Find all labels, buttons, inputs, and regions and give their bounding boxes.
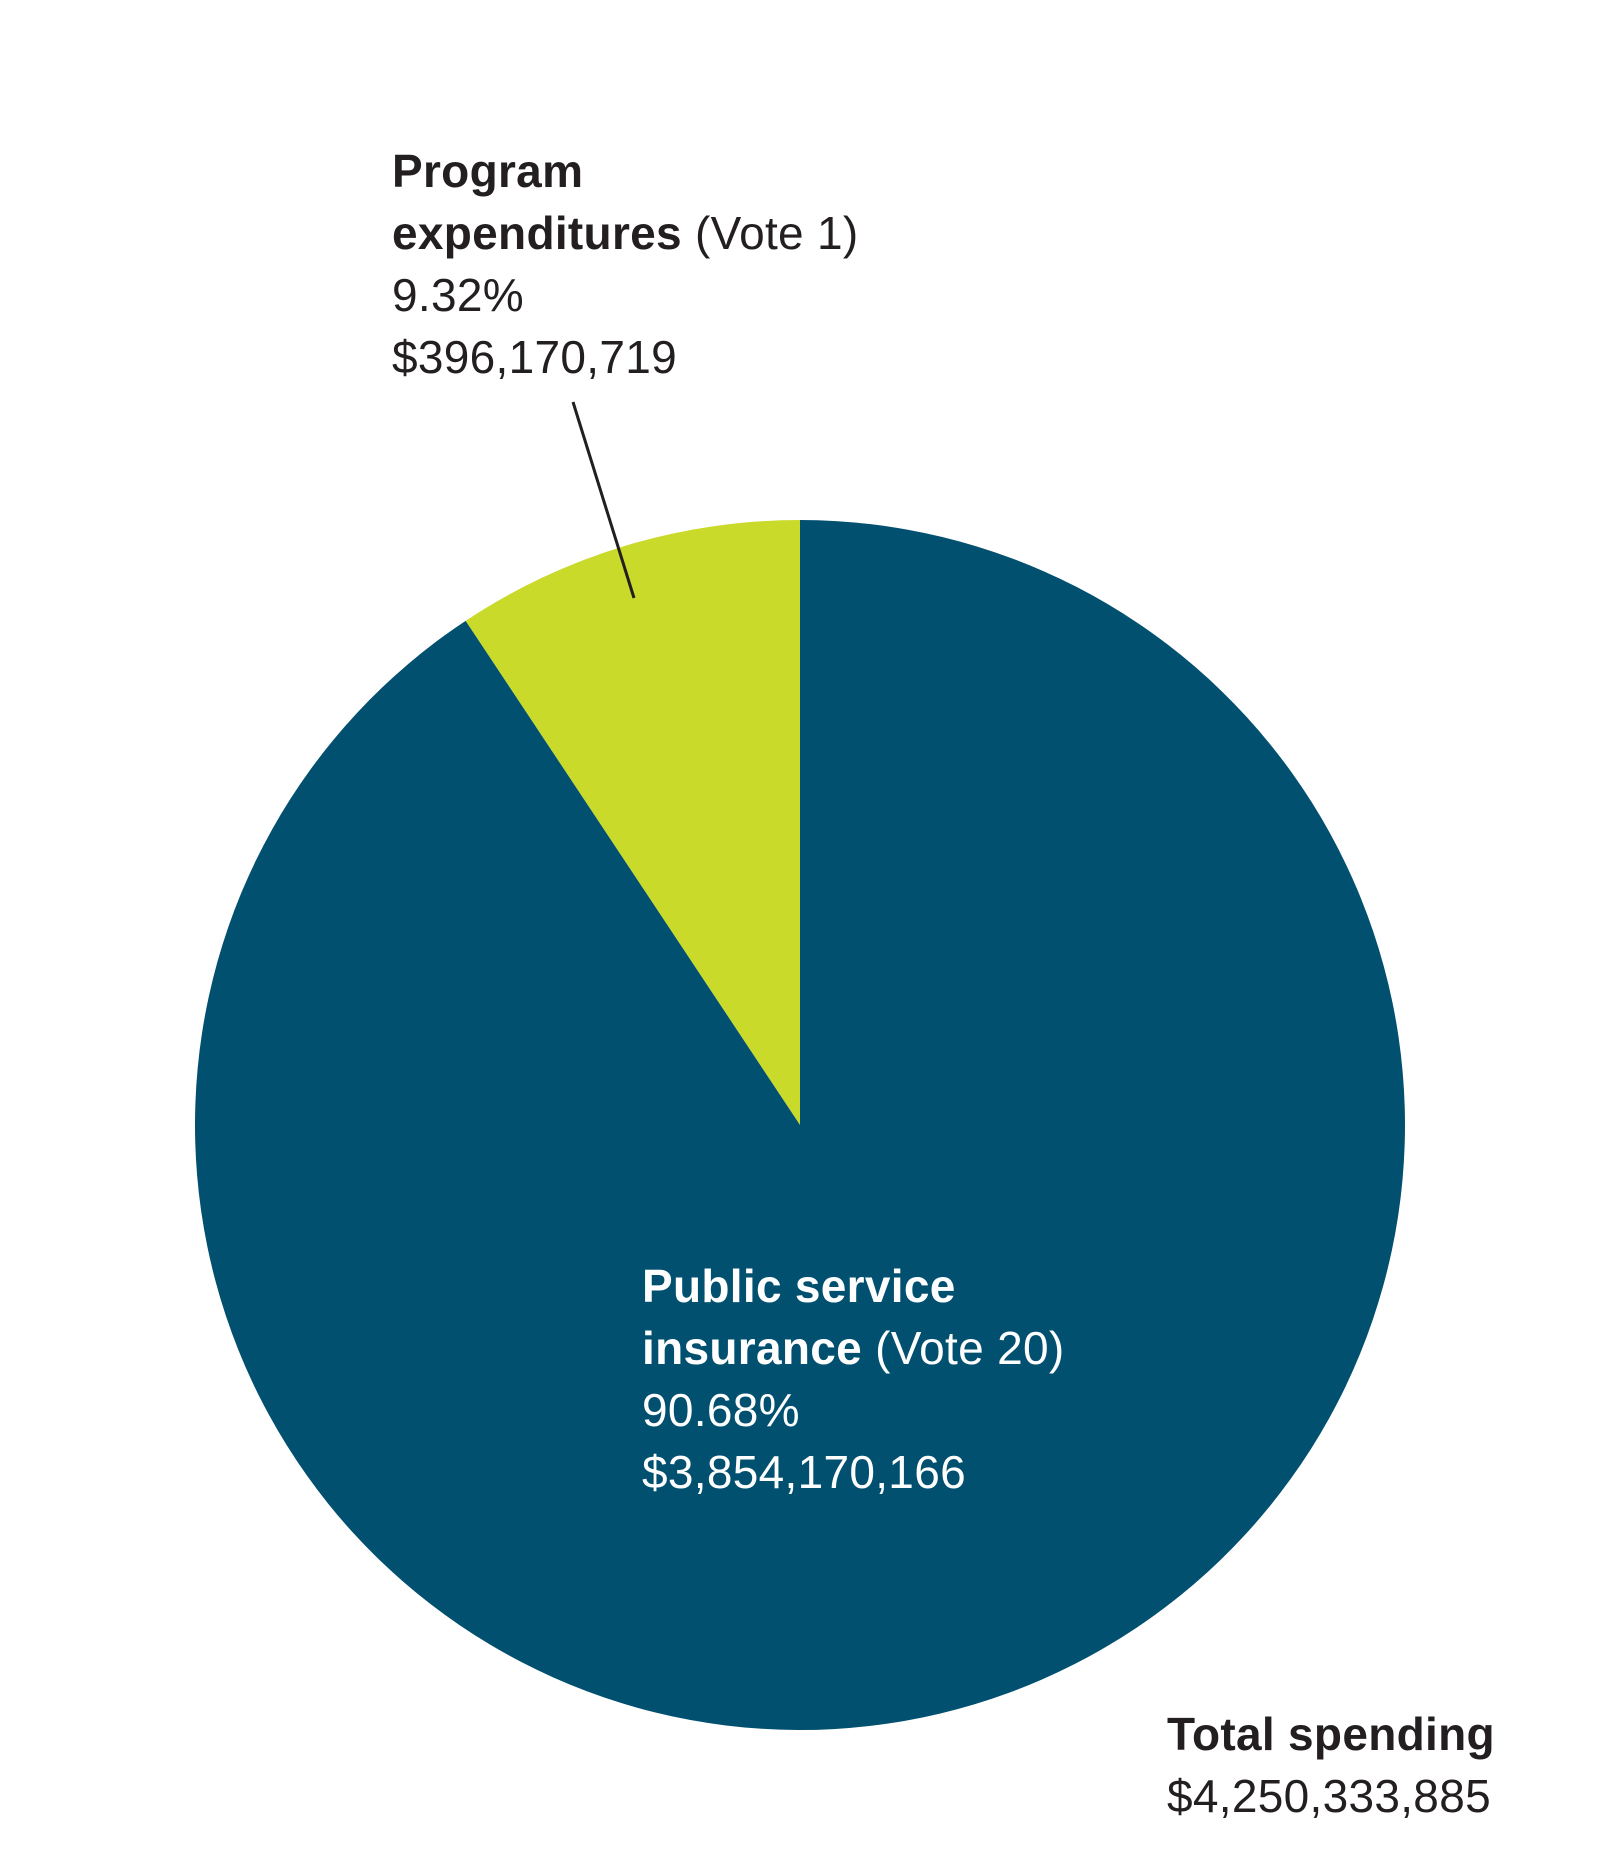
public-service-insurance-name-line2: insurance [642, 1322, 863, 1374]
program-expenditures-label: Program expenditures (Vote 1) 9.32% $396… [392, 140, 859, 388]
program-expenditures-name-line1: Program [392, 145, 584, 197]
program-expenditures-percent: 9.32% [392, 269, 524, 321]
pie-slices [194, 520, 1405, 1731]
public-service-insurance-name-line1: Public service [642, 1260, 956, 1312]
public-service-insurance-slice [194, 520, 1405, 1731]
public-service-insurance-vote: (Vote 20) [862, 1322, 1065, 1374]
total-spending-amount: $4,250,333,885 [1167, 1770, 1491, 1822]
program-expenditures-amount: $396,170,719 [392, 331, 677, 383]
public-service-insurance-amount: $3,854,170,166 [642, 1446, 966, 1498]
program-expenditures-vote: (Vote 1) [681, 207, 859, 259]
total-spending-title: Total spending [1167, 1708, 1495, 1760]
total-spending-label: Total spending $4,250,333,885 [1167, 1703, 1495, 1827]
program-expenditures-name-line2: expenditures [392, 207, 682, 259]
program-expenditures-leader-line [571, 401, 636, 599]
public-service-insurance-percent: 90.68% [642, 1384, 800, 1436]
program-expenditures-slice [465, 520, 800, 1125]
public-service-insurance-label: Public service insurance (Vote 20) 90.68… [642, 1255, 1064, 1503]
